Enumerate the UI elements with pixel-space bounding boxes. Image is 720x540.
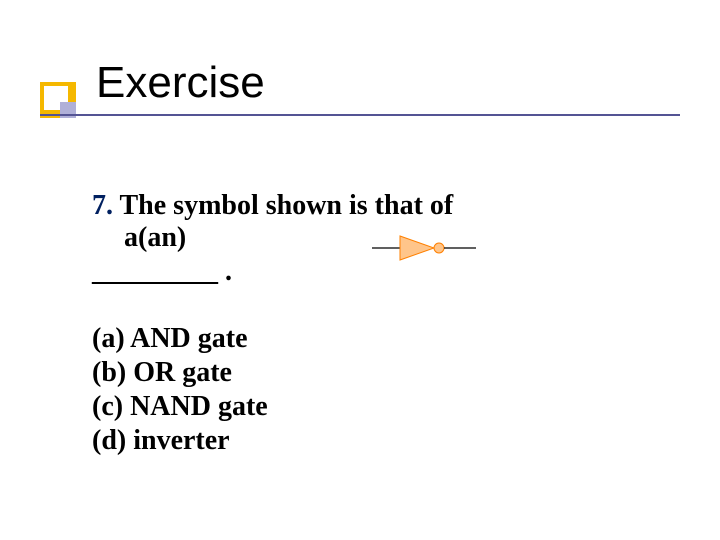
question-line-1: 7. The symbol shown is that of <box>92 190 660 222</box>
title-bullet-icon <box>40 82 88 135</box>
inverter-gate-icon <box>372 230 482 271</box>
option-c: (c) NAND gate <box>92 390 660 424</box>
question-block: 7. The symbol shown is that of a(an) ___… <box>92 190 660 288</box>
page-title: Exercise <box>96 58 265 108</box>
options-list: (a) AND gate (b) OR gate (c) NAND gate (… <box>92 322 660 459</box>
option-a: (a) AND gate <box>92 322 660 356</box>
question-text-1: The symbol shown is that of <box>113 190 453 221</box>
question-number: 7. <box>92 190 113 221</box>
content-area: 7. The symbol shown is that of a(an) ___… <box>92 190 660 459</box>
option-b: (b) OR gate <box>92 356 660 390</box>
title-underline <box>40 114 680 116</box>
option-d: (d) inverter <box>92 424 660 458</box>
